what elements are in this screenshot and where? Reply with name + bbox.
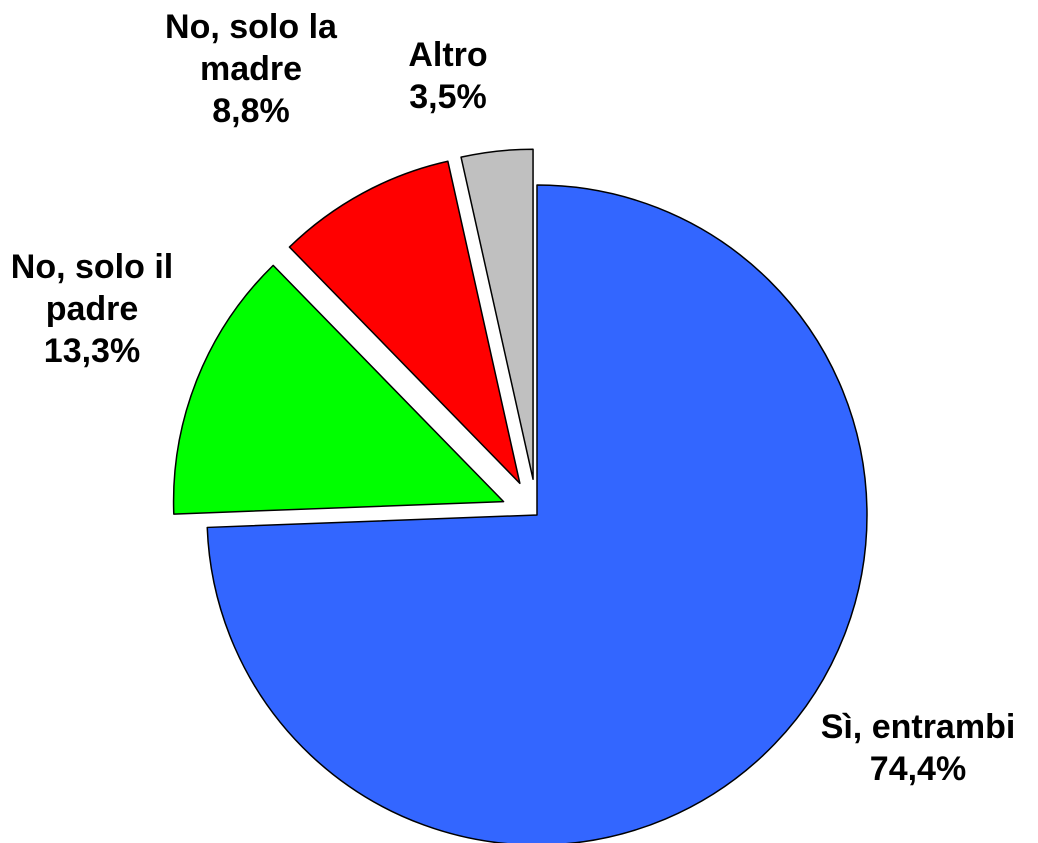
data-label-madre: No, solo la madre 8,8%	[165, 8, 338, 130]
slice-category: No, solo il	[11, 248, 173, 286]
pie-slices	[172, 148, 868, 843]
data-label-si: Sì, entrambi 74,4%	[821, 708, 1016, 788]
pie-labels: Sì, entrambi 74,4%No, solo il padre 13,3%No…	[11, 8, 1016, 788]
slice-percentage: 3,5%	[409, 78, 487, 116]
pie-slice-si	[206, 184, 868, 843]
data-label-padre: No, solo il padre 13,3%	[11, 248, 173, 370]
pie-slice-madre	[288, 160, 521, 485]
slice-category: padre	[46, 290, 139, 328]
slice-percentage: 74,4%	[870, 750, 966, 788]
slice-percentage: 8,8%	[212, 92, 290, 130]
pie-slice-altro	[460, 148, 534, 480]
slice-category: madre	[200, 50, 302, 88]
data-label-altro: Altro 3,5%	[408, 36, 487, 116]
slice-category: Altro	[408, 36, 487, 74]
slice-category: No, solo la	[165, 8, 338, 46]
slice-percentage: 13,3%	[44, 332, 140, 370]
slice-category: Sì, entrambi	[821, 708, 1016, 746]
pie-slice-padre	[172, 264, 505, 515]
